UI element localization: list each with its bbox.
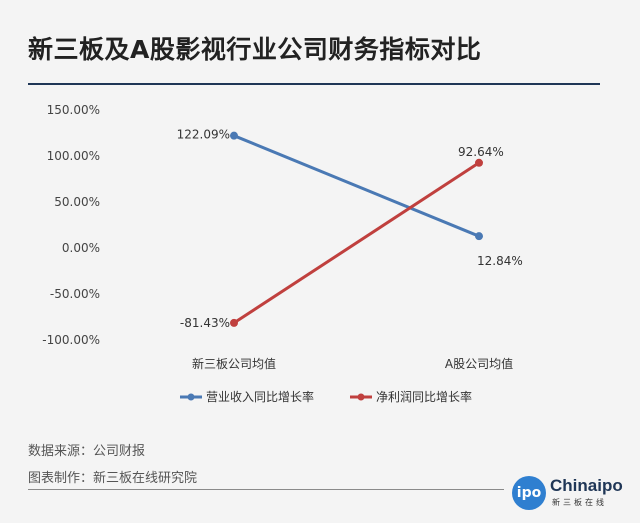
footer-divider <box>28 489 504 490</box>
y-tick-label: 50.00% <box>54 195 100 209</box>
series-layer: 122.09% 12.84% -81.43% 92.64% <box>177 128 523 330</box>
chinaipo-logo: ipo Chinaipo 新三板在线 <box>512 474 623 512</box>
legend: 营业收入同比增长率 净利润同比增长率 <box>180 389 472 404</box>
y-axis: 150.00% 100.00% 50.00% 0.00% -50.00% -100.00% <box>42 103 100 347</box>
y-tick-label: -100.00% <box>42 333 100 347</box>
logo-subtitle: 新三板在线 <box>552 498 607 507</box>
data-label: 122.09% <box>177 128 230 142</box>
chart-credit-note: 图表制作：新三板在线研究院 <box>28 471 198 486</box>
y-tick-label: 150.00% <box>47 103 100 117</box>
y-tick-label: 0.00% <box>62 241 100 255</box>
y-tick-label: -50.00% <box>50 287 100 301</box>
x-axis: 新三板公司均值 A股公司均值 <box>192 356 513 371</box>
title-divider <box>28 83 600 85</box>
data-label: 12.84% <box>477 254 523 268</box>
data-point <box>475 232 483 241</box>
legend-swatch-marker <box>357 393 365 401</box>
legend-swatch-marker <box>187 393 195 401</box>
data-source-note: 数据来源：公司财报 <box>28 444 146 459</box>
legend-label: 营业收入同比增长率 <box>206 389 314 404</box>
logo-badge: ipo <box>512 476 546 510</box>
data-label: -81.43% <box>180 316 230 330</box>
x-tick-label: 新三板公司均值 <box>192 356 276 371</box>
line-chart: 150.00% 100.00% 50.00% 0.00% -50.00% -100.00%… <box>42 103 523 404</box>
data-point <box>475 158 483 167</box>
logo-name: Chinaipo <box>550 476 623 495</box>
x-tick-label: A股公司均值 <box>445 356 513 371</box>
series-line <box>233 161 480 325</box>
legend-label: 净利润同比增长率 <box>376 389 472 404</box>
chart-title: 新三板及A股影视行业公司财务指标对比 <box>28 35 482 64</box>
data-point <box>230 318 238 327</box>
series-line <box>233 134 480 238</box>
data-label: 92.64% <box>458 145 504 159</box>
y-tick-label: 100.00% <box>47 149 100 163</box>
data-point <box>230 131 238 140</box>
